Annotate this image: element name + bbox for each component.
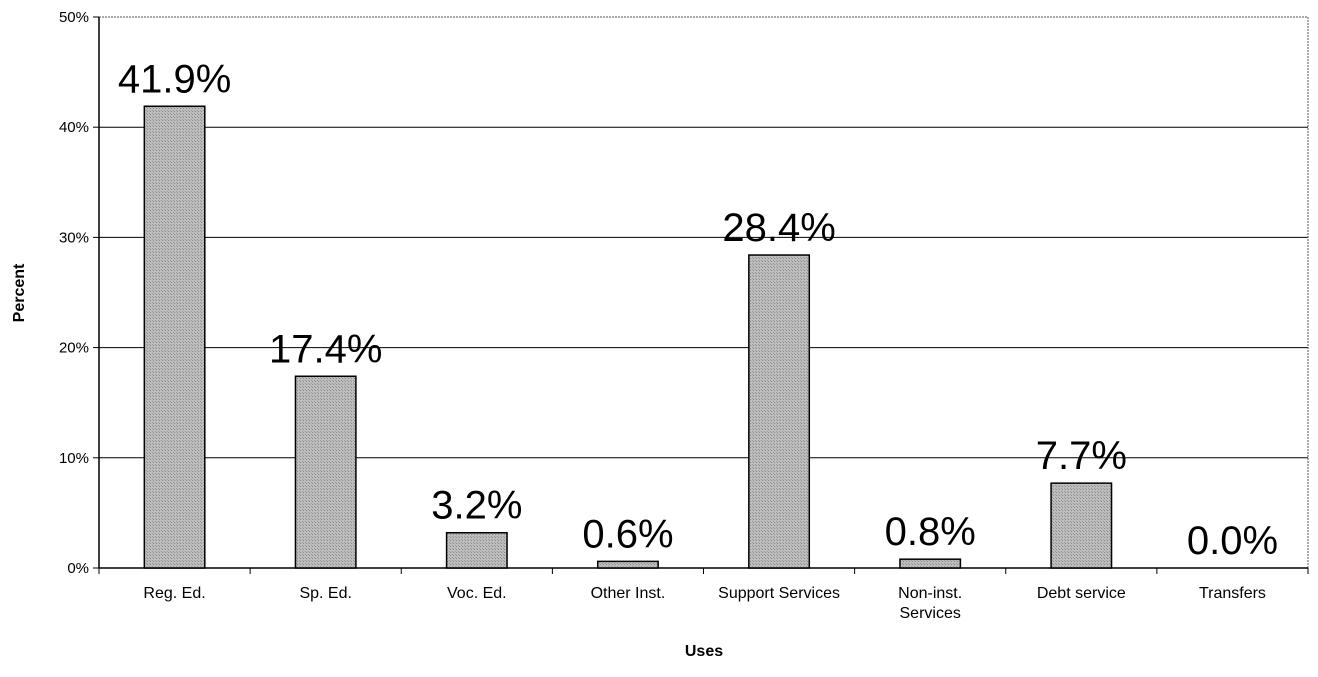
bar-value-label: 17.4%	[269, 327, 382, 371]
bar	[445, 531, 508, 569]
bars	[143, 105, 1113, 569]
x-tick-label: Debt service	[1037, 585, 1126, 602]
y-axis-title: Percent	[11, 263, 28, 322]
bar-value-label: 0.0%	[1187, 519, 1278, 563]
y-tick-label: 40%	[59, 119, 89, 136]
x-tick-label: Voc. Ed.	[447, 585, 507, 602]
bar-value-label: 0.8%	[885, 510, 976, 554]
bar	[596, 560, 659, 569]
data-labels: 41.9% 17.4% 3.2% 0.6% 28.4% 0.8% 7.7% 0.0%	[118, 57, 1278, 563]
y-tick-label: 10%	[59, 450, 89, 467]
bar-value-label: 3.2%	[431, 484, 522, 528]
x-tick-label: Reg. Ed.	[143, 585, 205, 602]
x-tick-label: Transfers	[1199, 585, 1266, 602]
bar-value-label: 28.4%	[722, 206, 835, 250]
y-tick-label: 0%	[67, 560, 89, 577]
y-axis-ticks: 0% 10% 20% 30% 40% 50%	[59, 9, 1309, 577]
y-tick-label: 50%	[59, 9, 89, 26]
bar	[143, 105, 206, 569]
bar	[899, 558, 962, 569]
bar-value-label: 41.9%	[118, 57, 231, 101]
x-axis-labels: Reg. Ed. Sp. Ed. Voc. Ed. Other Inst. Suppor…	[143, 585, 1266, 622]
bar	[748, 254, 811, 569]
bar	[1050, 482, 1113, 569]
x-tick-label: Non-inst. Services	[898, 585, 962, 622]
x-axis-title: Uses	[685, 643, 723, 660]
bar-value-label: 7.7%	[1036, 434, 1127, 478]
x-tick-label: Other Inst.	[591, 585, 666, 602]
bar-value-label: 0.6%	[582, 512, 673, 556]
bar	[294, 375, 357, 569]
x-tick-label: Sp. Ed.	[299, 585, 351, 602]
x-tick-label: Support Services	[718, 585, 840, 602]
y-tick-label: 30%	[59, 229, 89, 246]
y-tick-label: 20%	[59, 340, 89, 357]
